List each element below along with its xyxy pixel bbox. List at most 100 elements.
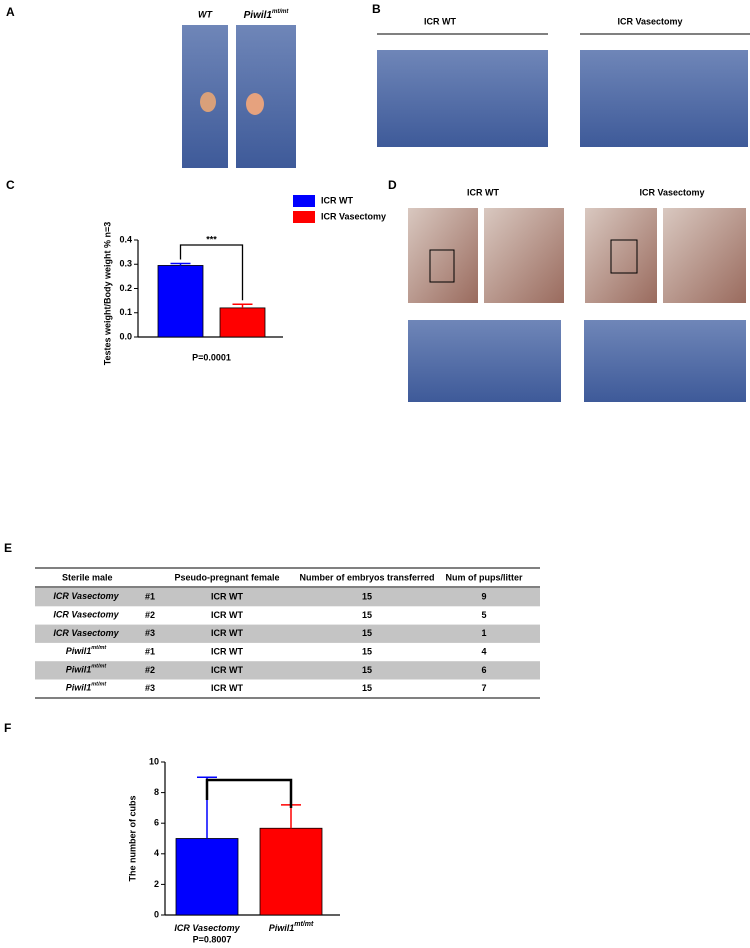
female: ICR WT [211,646,243,656]
genotype-label: WT [198,9,213,19]
table-header: Sterile male [62,572,113,582]
panel-label: E [4,541,12,555]
bar [259,827,323,916]
bar [219,307,266,338]
embryos: 15 [362,628,372,638]
legend-label: ICR WT [321,195,353,205]
embryos: 15 [362,683,372,693]
male-superscript: mt/mt [91,646,107,652]
y-tick-label: 10 [149,756,159,766]
panel-label: A [6,5,15,19]
category-name: Piwil1 [269,923,295,933]
male-name: Piwil1 [66,665,92,675]
row-shade [35,661,540,680]
panel-label: D [388,178,397,192]
panel-label: F [4,721,11,735]
group-label: ICR Vasectomy [639,187,704,197]
table-header: Num of pups/litter [446,572,523,582]
female: ICR WT [211,610,243,620]
embryos: 15 [362,646,372,656]
photo [408,208,478,303]
female: ICR WT [211,628,243,638]
photo [408,320,561,402]
pups: 7 [481,683,486,693]
y-axis-label: Testes weight/Body weight % n=3 [102,222,112,366]
y-tick-label: 0.2 [119,283,132,293]
legend-label: ICR Vasectomy [321,211,386,221]
row-shade [35,624,540,643]
y-tick-label: 0.4 [119,234,132,244]
y-tick-label: 0.1 [119,307,132,317]
genotype-name: Piwil1 [244,10,273,21]
pups: 1 [481,628,486,638]
y-tick-label: 0.3 [119,259,132,269]
sterile-male: Piwil1mt/mt [66,682,108,693]
y-tick-label: 0 [154,909,159,919]
genotype-label: Piwil1mt/mt [244,9,290,21]
photo-detail [200,92,216,112]
male-id: #2 [145,610,155,620]
embryos: 15 [362,610,372,620]
p-value: P=0.8007 [193,934,232,944]
sterile-male: ICR Vasectomy [53,610,119,620]
legend-swatch [293,211,315,223]
y-tick-label: 4 [154,848,159,858]
pups: 4 [481,646,486,656]
male-name: ICR Vasectomy [53,592,119,602]
legend-swatch [293,195,315,207]
male-name: ICR Vasectomy [53,610,119,620]
male-name: Piwil1 [66,683,92,693]
sterile-male: Piwil1mt/mt [66,646,108,657]
photo [580,50,748,147]
x-tick-label: Piwil1mt/mt [269,921,314,934]
y-tick-label: 8 [154,787,159,797]
photo [377,50,548,147]
group-label: ICR WT [424,16,456,26]
y-tick-label: 2 [154,879,159,889]
embryos: 15 [362,665,372,675]
male-superscript: mt/mt [91,664,107,670]
male-id: #3 [145,683,155,693]
male-id: #1 [145,646,155,656]
bar [157,265,204,338]
panel-label: B [372,2,381,16]
male-id: #2 [145,665,155,675]
y-axis-label: The number of cubs [127,795,137,881]
photo [585,208,657,303]
female: ICR WT [211,665,243,675]
group-label: ICR WT [467,187,499,197]
significance-bracket [179,244,244,301]
category-superscript: mt/mt [294,921,314,928]
sterile-male: ICR Vasectomy [53,628,119,638]
male-name: ICR Vasectomy [53,628,119,638]
panel-label: C [6,178,15,192]
sterile-male: Piwil1mt/mt [66,664,108,675]
y-tick-label: 6 [154,818,159,828]
pups: 5 [481,610,486,620]
comparison-bracket [205,778,293,808]
photo [484,208,564,303]
photo-detail [610,239,638,274]
table: Sterile male Pseudo-pregnant female Number… [35,572,540,693]
male-name: Piwil1 [66,646,92,656]
photo [663,208,746,303]
significance-label: *** [206,234,217,244]
table-header: Number of embryos transferred [299,572,434,582]
pups: 9 [481,592,486,602]
table-header: Pseudo-pregnant female [174,572,279,582]
female: ICR WT [211,592,243,602]
pups: 6 [481,665,486,675]
photo-detail [429,249,455,283]
photo-detail [246,93,264,115]
y-tick-label: 0.0 [119,331,132,341]
bar [175,838,239,916]
male-id: #1 [145,592,155,602]
p-value: P=0.0001 [192,352,231,362]
male-superscript: mt/mt [91,682,107,688]
male-id: #3 [145,628,155,638]
group-label: ICR Vasectomy [617,16,682,26]
category-name: ICR Vasectomy [174,923,240,933]
photo [236,25,296,168]
sterile-male: ICR Vasectomy [53,592,119,602]
